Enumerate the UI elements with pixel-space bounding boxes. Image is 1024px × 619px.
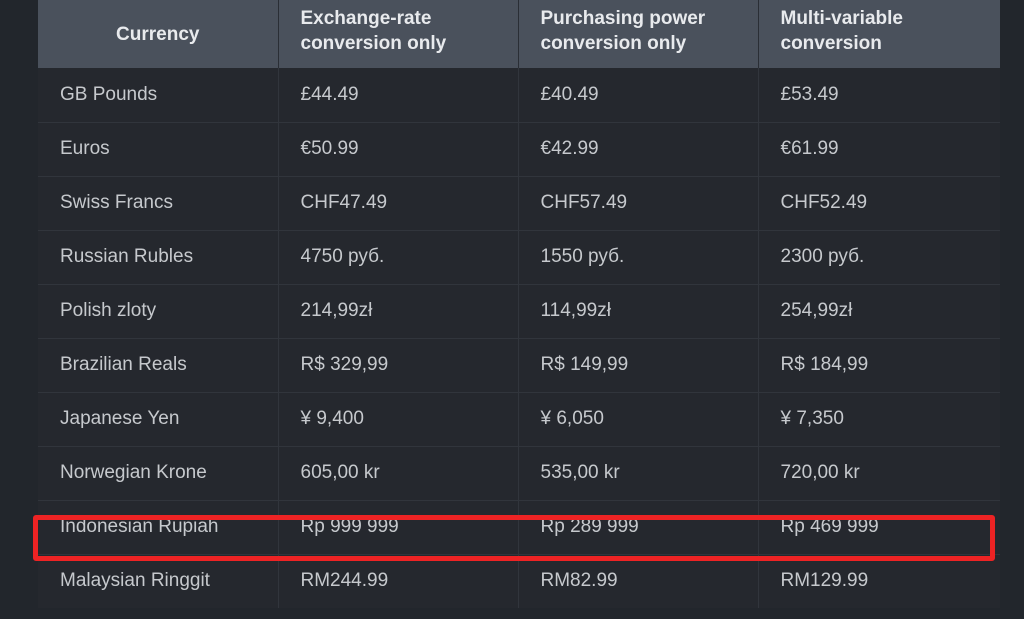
cell-exchange-rate: €50.99	[278, 121, 519, 176]
cell-purchasing-power: RM82.99	[518, 553, 759, 608]
cell-multi-variable: €61.99	[758, 121, 1000, 176]
cell-exchange-rate: R$ 329,99	[278, 337, 519, 392]
cell-multi-variable: 254,99zł	[758, 283, 1000, 338]
table-row[interactable]: Russian Rubles 4750 руб. 1550 руб. 2300 …	[38, 229, 1000, 284]
cell-purchasing-power: €42.99	[518, 121, 759, 176]
cell-currency-name: Norwegian Krone	[38, 445, 279, 500]
table-header-row: Currency Exchange-rate conversion only P…	[38, 0, 1000, 68]
cell-multi-variable: ¥ 7,350	[758, 391, 1000, 446]
cell-multi-variable: 720,00 kr	[758, 445, 1000, 500]
cell-purchasing-power: £40.49	[518, 68, 759, 122]
table-row[interactable]: GB Pounds £44.49 £40.49 £53.49	[38, 68, 1000, 122]
table-row[interactable]: Brazilian Reals R$ 329,99 R$ 149,99 R$ 1…	[38, 337, 1000, 392]
table-header: Currency Exchange-rate conversion only P…	[38, 0, 1000, 68]
cell-purchasing-power: Rp 289 999	[518, 499, 759, 554]
cell-purchasing-power: ¥ 6,050	[518, 391, 759, 446]
cell-currency-name: GB Pounds	[38, 68, 279, 122]
cell-currency-name: Russian Rubles	[38, 229, 279, 284]
cell-multi-variable: CHF52.49	[758, 175, 1000, 230]
cell-currency-name: Indonesian Rupiah	[38, 499, 279, 554]
cell-currency-name: Brazilian Reals	[38, 337, 279, 392]
cell-currency-name: Swiss Francs	[38, 175, 279, 230]
column-header-multi-variable-conversion[interactable]: Multi-variable conversion	[758, 0, 1000, 68]
cell-multi-variable: 2300 руб.	[758, 229, 1000, 284]
cell-multi-variable: £53.49	[758, 68, 1000, 122]
table-row-highlighted[interactable]: Indonesian Rupiah Rp 999 999 Rp 289 999 …	[38, 499, 1000, 554]
table-row[interactable]: Norwegian Krone 605,00 kr 535,00 kr 720,…	[38, 445, 1000, 500]
table-row[interactable]: Polish zloty 214,99zł 114,99zł 254,99zł	[38, 283, 1000, 338]
cell-currency-name: Japanese Yen	[38, 391, 279, 446]
cell-multi-variable: R$ 184,99	[758, 337, 1000, 392]
cell-multi-variable: Rp 469 999	[758, 499, 1000, 554]
table-body: GB Pounds £44.49 £40.49 £53.49 Euros €50…	[38, 68, 1000, 608]
column-header-exchange-rate-conversion[interactable]: Exchange-rate conversion only	[278, 0, 519, 68]
cell-exchange-rate: 214,99zł	[278, 283, 519, 338]
cell-purchasing-power: R$ 149,99	[518, 337, 759, 392]
column-header-purchasing-power-conversion[interactable]: Purchasing power conversion only	[518, 0, 759, 68]
cell-exchange-rate: 4750 руб.	[278, 229, 519, 284]
cell-purchasing-power: CHF57.49	[518, 175, 759, 230]
cell-currency-name: Polish zloty	[38, 283, 279, 338]
cell-currency-name: Euros	[38, 121, 279, 176]
cell-purchasing-power: 1550 руб.	[518, 229, 759, 284]
table-row[interactable]: Malaysian Ringgit RM244.99 RM82.99 RM129…	[38, 553, 1000, 608]
currency-price-comparison-table: Currency Exchange-rate conversion only P…	[38, 0, 1000, 608]
table-row[interactable]: Swiss Francs CHF47.49 CHF57.49 CHF52.49	[38, 175, 1000, 230]
cell-exchange-rate: £44.49	[278, 68, 519, 122]
cell-purchasing-power: 535,00 kr	[518, 445, 759, 500]
table-row[interactable]: Japanese Yen ¥ 9,400 ¥ 6,050 ¥ 7,350	[38, 391, 1000, 446]
cell-currency-name: Malaysian Ringgit	[38, 553, 279, 608]
cell-exchange-rate: RM244.99	[278, 553, 519, 608]
cell-exchange-rate: CHF47.49	[278, 175, 519, 230]
column-header-currency[interactable]: Currency	[38, 0, 279, 68]
table-row[interactable]: Euros €50.99 €42.99 €61.99	[38, 121, 1000, 176]
cell-exchange-rate: 605,00 kr	[278, 445, 519, 500]
cell-multi-variable: RM129.99	[758, 553, 1000, 608]
cell-exchange-rate: ¥ 9,400	[278, 391, 519, 446]
cell-purchasing-power: 114,99zł	[518, 283, 759, 338]
cell-exchange-rate: Rp 999 999	[278, 499, 519, 554]
